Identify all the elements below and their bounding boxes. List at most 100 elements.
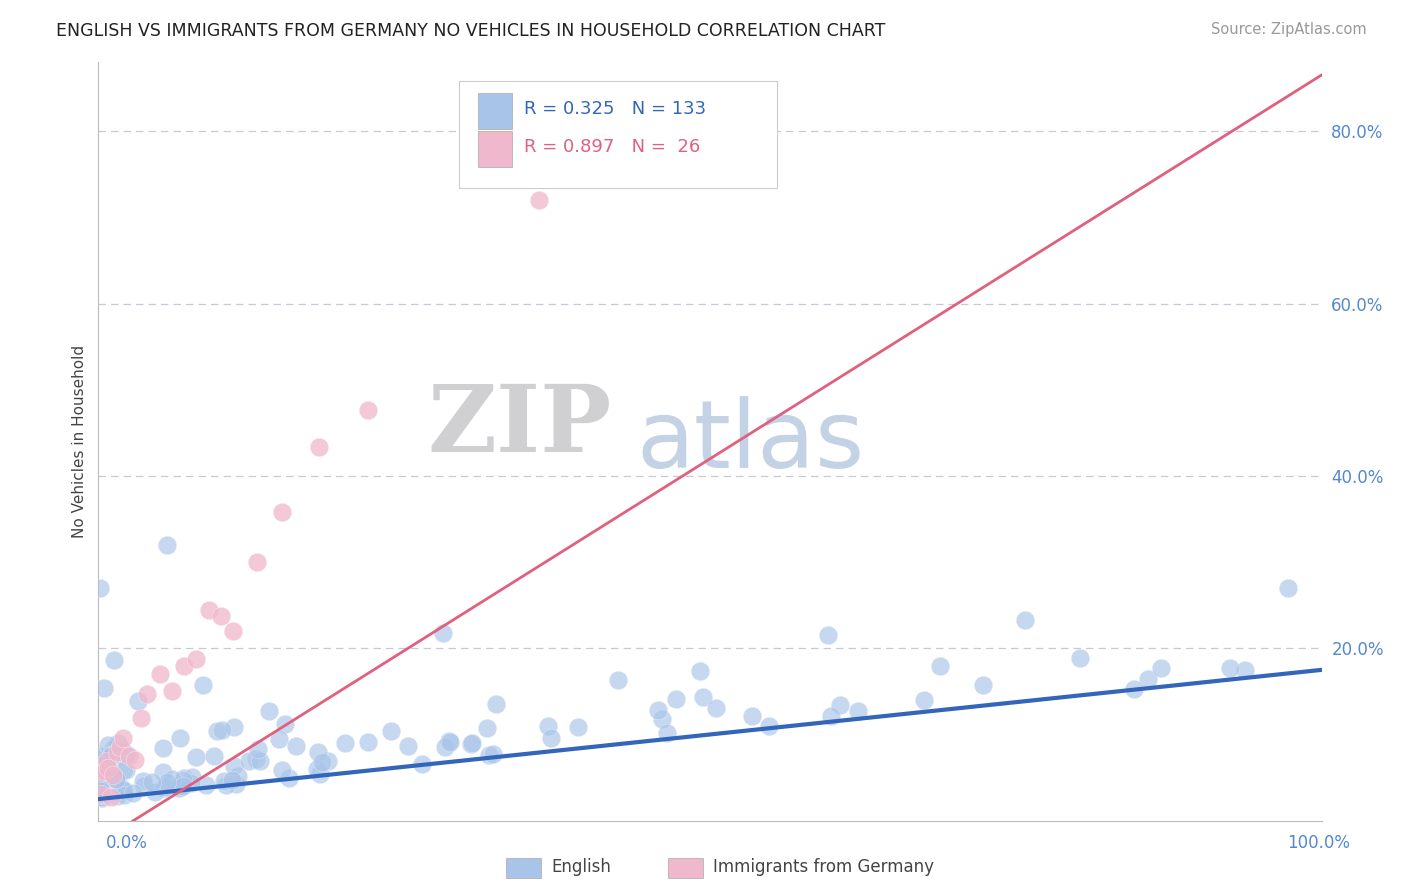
FancyBboxPatch shape xyxy=(478,93,512,129)
Point xyxy=(224,720,246,734)
Point xyxy=(167,780,190,795)
Point xyxy=(184,749,207,764)
Point xyxy=(91,773,114,788)
Point xyxy=(114,763,136,777)
Point xyxy=(118,748,141,763)
Point xyxy=(221,772,243,787)
Point xyxy=(111,782,134,797)
Point xyxy=(93,764,115,778)
Point xyxy=(411,756,433,771)
Point xyxy=(540,731,562,746)
Point xyxy=(100,748,122,763)
Point xyxy=(105,745,128,759)
Point xyxy=(817,628,839,642)
Point xyxy=(758,719,780,733)
Point xyxy=(89,768,111,782)
Point xyxy=(828,698,851,712)
Point xyxy=(112,783,135,797)
Point xyxy=(820,709,842,723)
Point xyxy=(704,701,727,715)
Point xyxy=(89,748,111,763)
Point xyxy=(89,782,111,797)
Point xyxy=(89,780,111,794)
Point xyxy=(110,739,132,754)
Point xyxy=(91,764,114,779)
Point xyxy=(277,771,299,785)
Point xyxy=(90,783,112,797)
Point xyxy=(1069,651,1091,665)
Point xyxy=(101,742,124,756)
Point xyxy=(98,768,121,782)
Point xyxy=(439,735,461,749)
Point xyxy=(186,652,208,666)
Point xyxy=(111,743,134,757)
Point xyxy=(152,764,174,779)
Point xyxy=(110,743,132,757)
Point xyxy=(173,658,195,673)
Point xyxy=(215,778,238,792)
Point xyxy=(357,734,380,748)
Point xyxy=(115,747,138,762)
Point xyxy=(160,772,183,786)
Point xyxy=(270,505,294,519)
Point xyxy=(647,703,669,717)
Point xyxy=(222,624,245,639)
Point xyxy=(224,759,246,773)
Point xyxy=(380,723,402,738)
Point xyxy=(97,738,120,752)
Point xyxy=(112,789,135,803)
Point xyxy=(90,787,112,801)
Point xyxy=(90,759,112,773)
Y-axis label: No Vehicles in Household: No Vehicles in Household xyxy=(72,345,87,538)
Point xyxy=(172,779,194,793)
Point xyxy=(305,762,328,776)
Point xyxy=(180,776,202,790)
Point xyxy=(89,787,111,801)
Point xyxy=(124,753,146,767)
Point xyxy=(91,791,114,805)
Point xyxy=(398,739,420,753)
Point xyxy=(311,755,333,769)
Point xyxy=(156,538,179,552)
Point xyxy=(308,440,330,454)
Point xyxy=(107,736,129,750)
Text: R = 0.325   N = 133: R = 0.325 N = 133 xyxy=(524,101,706,119)
Point xyxy=(169,779,191,793)
Point xyxy=(309,767,332,781)
Point xyxy=(226,769,249,783)
Point xyxy=(127,693,149,707)
Point xyxy=(689,664,711,678)
Point xyxy=(238,754,260,768)
Point xyxy=(606,673,628,688)
Point xyxy=(100,748,122,763)
Point xyxy=(89,776,111,790)
Point xyxy=(655,726,678,740)
Point xyxy=(111,782,134,797)
Point xyxy=(741,708,763,723)
Point xyxy=(247,742,270,756)
Point xyxy=(105,789,128,804)
Point xyxy=(212,774,235,789)
Point xyxy=(245,751,267,765)
Point xyxy=(111,731,134,745)
Point xyxy=(1137,672,1160,686)
Point xyxy=(89,581,111,595)
Point xyxy=(1014,613,1036,627)
Point xyxy=(89,752,111,766)
Point xyxy=(307,745,329,759)
Point xyxy=(141,774,163,789)
Point xyxy=(209,609,232,624)
Point xyxy=(136,686,159,700)
Point xyxy=(122,786,145,800)
Point xyxy=(129,711,152,725)
Point xyxy=(143,784,166,798)
Point xyxy=(89,758,111,772)
Point xyxy=(335,736,357,750)
Point xyxy=(89,786,111,800)
Text: English: English xyxy=(551,858,612,876)
Point xyxy=(929,659,952,673)
Point xyxy=(257,704,280,718)
Point xyxy=(246,555,269,569)
Point xyxy=(90,789,112,804)
Point xyxy=(202,749,225,764)
